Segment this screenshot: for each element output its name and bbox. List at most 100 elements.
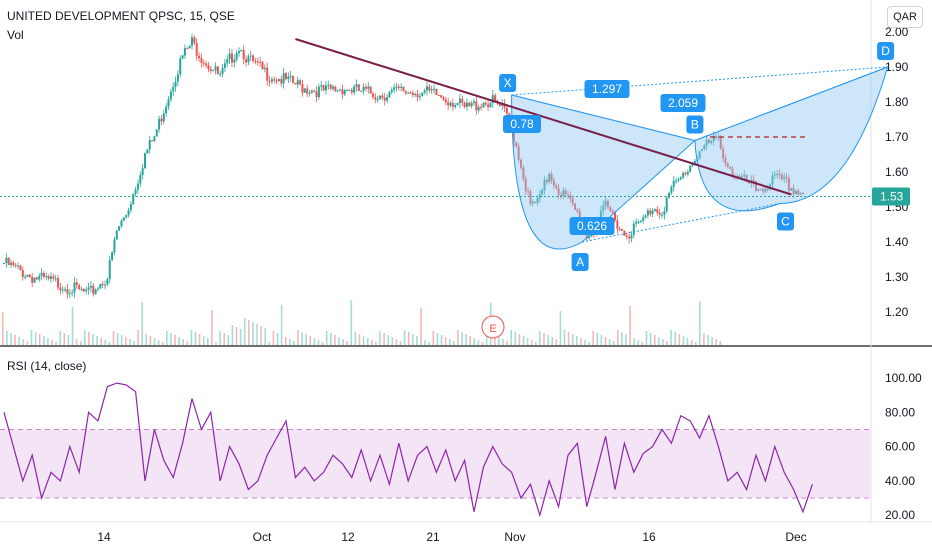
volume-bar — [625, 334, 627, 345]
candle-body — [656, 209, 659, 213]
volume-bar — [633, 338, 635, 345]
volume-bar — [457, 330, 459, 345]
candle-body — [564, 190, 567, 195]
volume-bar — [510, 330, 512, 345]
candle-body — [794, 190, 797, 195]
candle-body — [447, 102, 450, 106]
candle-body — [682, 172, 685, 178]
candle-body — [66, 289, 69, 294]
candle-body — [790, 188, 793, 191]
price-tick-label: 1.90 — [885, 60, 909, 74]
candle-body — [430, 89, 433, 91]
candle-body — [717, 136, 720, 139]
candle-body — [797, 190, 800, 195]
candle-body — [254, 61, 257, 63]
candle-body — [148, 140, 151, 150]
candle-body — [12, 262, 15, 266]
candle-body — [529, 191, 532, 204]
candle-body — [520, 159, 522, 168]
volume-bar — [243, 318, 246, 345]
volume-bar — [580, 338, 582, 345]
candle-body — [270, 79, 273, 82]
volume-bar — [248, 320, 250, 345]
volume-bar — [617, 330, 619, 345]
currency-button[interactable]: QAR — [887, 6, 923, 28]
candle-body — [10, 262, 13, 265]
candle-body — [280, 78, 283, 84]
volume-bar — [350, 300, 353, 345]
pattern-point-x: X — [504, 76, 512, 90]
candle-body — [545, 180, 548, 183]
volume-bar — [694, 342, 697, 345]
volume-bar — [436, 333, 439, 345]
candle-body — [165, 106, 168, 114]
candle-body — [639, 220, 642, 222]
trendline — [295, 38, 792, 196]
event-marker — [481, 315, 505, 339]
candle-body — [661, 214, 663, 216]
candle-body — [393, 87, 396, 90]
volume-bar — [502, 339, 504, 345]
candle-body — [355, 84, 358, 87]
price-tick-label: 1.20 — [885, 305, 909, 319]
pattern-point-c: C — [781, 215, 790, 229]
candle-body — [691, 163, 694, 166]
volume-bar — [678, 334, 681, 345]
volume-bar — [412, 334, 414, 345]
rsi-tick-label: 100.00 — [885, 371, 922, 385]
ratio-bd: 2.059 — [668, 96, 698, 110]
candle-body — [26, 274, 29, 277]
candle-body — [376, 99, 379, 101]
volume-bar — [252, 322, 254, 345]
candle-body — [92, 285, 95, 294]
candle-body — [364, 86, 367, 89]
volume-bar — [481, 342, 484, 345]
candle-body — [324, 85, 327, 91]
candle-body — [261, 62, 264, 70]
candle-body — [785, 177, 788, 179]
volume-bar — [330, 333, 332, 345]
candle-body — [719, 136, 722, 149]
candle-body — [353, 86, 356, 93]
volume-bar — [387, 335, 389, 345]
candle-body — [557, 187, 560, 195]
volume-bar — [264, 328, 266, 345]
candle-body — [463, 102, 466, 107]
rsi-tick-label: 80.00 — [885, 405, 915, 419]
candle-body — [428, 86, 431, 91]
candle-body — [402, 86, 405, 92]
candle-body — [153, 136, 156, 142]
candle-body — [374, 97, 377, 100]
candle-body — [174, 81, 177, 87]
candle-body — [308, 92, 311, 94]
candle-body — [465, 102, 468, 107]
volume-bar — [14, 335, 16, 345]
volume-bar — [6, 331, 8, 345]
candle-body — [731, 168, 734, 176]
candle-body — [672, 180, 675, 187]
volume-bar — [424, 340, 426, 345]
candle-body — [771, 175, 774, 185]
candle-body — [726, 163, 729, 167]
candle-body — [205, 63, 208, 66]
candle-body — [214, 66, 217, 71]
candle-body — [762, 189, 765, 192]
volume-bar — [268, 342, 271, 345]
candle-body — [559, 194, 562, 197]
candle-body — [129, 204, 132, 211]
candle-body — [226, 59, 229, 64]
candle-body — [623, 230, 626, 236]
candle-body — [745, 174, 748, 182]
candle-body — [89, 285, 92, 288]
candle-body — [606, 200, 609, 208]
ratio-xb-bg — [503, 115, 541, 133]
volume-bar — [26, 341, 29, 345]
volume-bar — [362, 336, 365, 345]
candle-body — [484, 102, 487, 105]
volume-bar — [371, 340, 373, 345]
candle-body — [212, 70, 215, 72]
candle-body — [113, 239, 116, 253]
candle-body — [630, 234, 633, 239]
candle-body — [379, 95, 381, 100]
